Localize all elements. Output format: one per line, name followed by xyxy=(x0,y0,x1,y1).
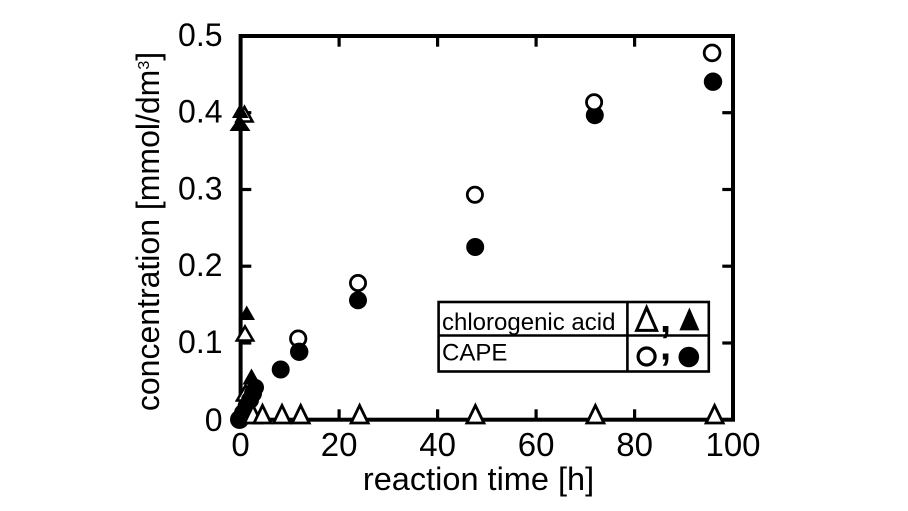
svg-text:0: 0 xyxy=(205,402,223,438)
svg-text:20: 20 xyxy=(321,426,358,463)
svg-text:0.1: 0.1 xyxy=(178,324,222,360)
svg-text:chlorogenic acid: chlorogenic acid xyxy=(442,309,615,336)
svg-text:CAPE: CAPE xyxy=(442,340,507,367)
svg-text:,: , xyxy=(660,297,671,341)
svg-text:0.5: 0.5 xyxy=(178,17,222,53)
svg-text:60: 60 xyxy=(518,426,555,463)
svg-text:40: 40 xyxy=(419,426,456,463)
svg-text:100: 100 xyxy=(705,426,760,463)
svg-text:0: 0 xyxy=(231,426,249,463)
svg-text:concentration [mmol/dm3]: concentration [mmol/dm3] xyxy=(130,52,166,411)
svg-text:0.4: 0.4 xyxy=(178,94,222,130)
svg-text:0.3: 0.3 xyxy=(178,170,222,206)
svg-text:,: , xyxy=(660,325,671,369)
svg-text:0.2: 0.2 xyxy=(178,247,222,283)
svg-text:reaction time [h]: reaction time [h] xyxy=(363,461,594,497)
svg-text:80: 80 xyxy=(616,426,653,463)
